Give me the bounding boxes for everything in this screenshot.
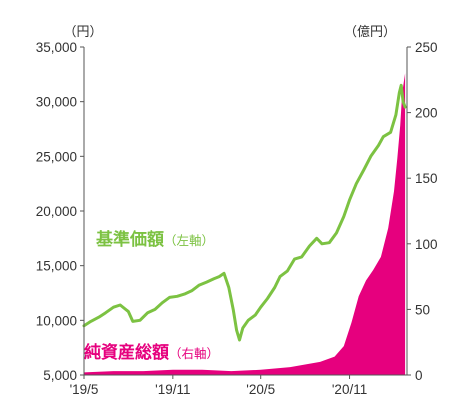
x-tick-label: '19/11 [155, 382, 190, 397]
tick-labels: 35,000 30,000 25,000 20,000 15,000 10,000 5,00… [36, 40, 438, 397]
left-tick-label: 15,000 [36, 259, 77, 274]
axes [80, 46, 411, 379]
nav-line-layer [82, 83, 407, 342]
nav-line [82, 83, 407, 342]
right-tick-label: 50 [415, 302, 430, 317]
nav-series-axis-note: （左軸） [164, 233, 214, 248]
nav-series-name: 基準価額 [95, 229, 164, 250]
right-axis-unit: （億円） [344, 24, 396, 40]
net-assets-area-layer [84, 73, 406, 375]
net-assets-series-name: 純資産総額 [84, 342, 169, 363]
left-tick-label: 30,000 [36, 95, 77, 110]
left-tick-label: 10,000 [36, 313, 77, 328]
left-tick-label: 35,000 [36, 40, 77, 55]
right-tick-label: 150 [415, 171, 438, 186]
x-tick-label: '20/5 [246, 382, 275, 397]
right-tick-label: 100 [415, 237, 438, 252]
right-tick-label: 250 [415, 40, 438, 55]
x-tick-label: '20/11 [332, 382, 367, 397]
left-axis-unit: （円） [63, 25, 102, 40]
nav-series-label: 基準価額（左軸） [95, 229, 214, 250]
left-tick-label: 20,000 [36, 204, 77, 219]
right-tick-label: 0 [415, 368, 423, 383]
left-tick-label: 25,000 [36, 149, 77, 164]
net-assets-series-axis-note: （右軸） [169, 346, 219, 361]
net-assets-series-label: 純資産総額（右軸） [84, 342, 219, 363]
right-tick-label: 200 [415, 106, 438, 121]
x-tick-label: '19/5 [70, 382, 99, 397]
left-tick-label: 5,000 [43, 368, 77, 383]
net-assets-area [84, 73, 406, 375]
